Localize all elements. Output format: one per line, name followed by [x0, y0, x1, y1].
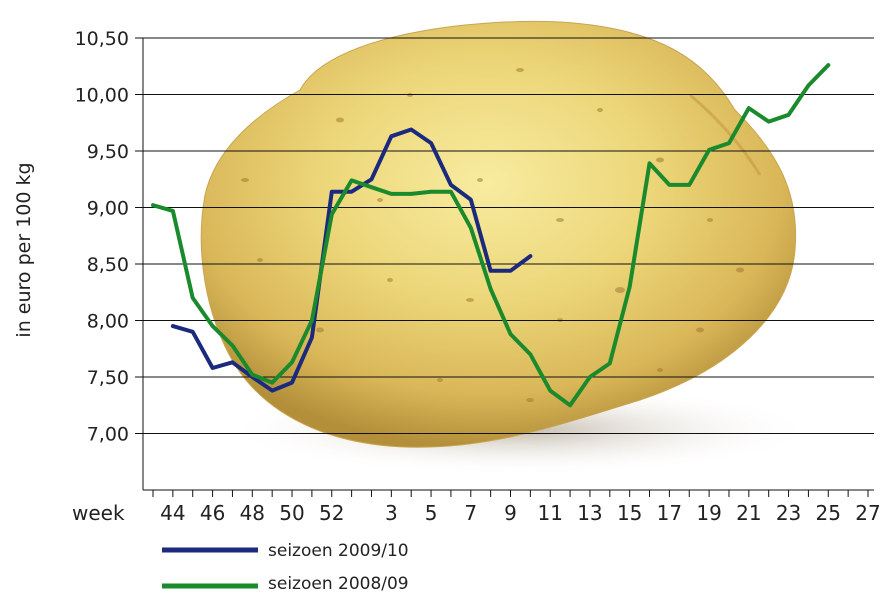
legend: seizoen 2009/10 seizoen 2008/09 [162, 541, 409, 594]
x-tick-label: 48 [240, 501, 265, 525]
x-axis-label: week [72, 501, 125, 525]
y-tick-label: 10,00 [75, 85, 129, 107]
x-tick-label: 21 [736, 501, 761, 525]
series-lines [151, 63, 831, 408]
y-tick-label: 9,00 [87, 198, 129, 220]
y-tick-label: 8,00 [87, 311, 129, 333]
x-tick-label: 17 [657, 501, 682, 525]
y-tick-label: 7,50 [87, 367, 129, 389]
x-tick-label: 5 [425, 501, 438, 525]
y-tick-label: 7,00 [87, 424, 129, 446]
x-tick-label: 46 [200, 501, 225, 525]
x-axis-ticks: 44 46 48 50 52 3 5 7 9 11 13 15 17 19 21 23 25 27 [152, 490, 881, 525]
x-tick-label: 13 [577, 501, 602, 525]
legend-label-2009-10: seizoen 2009/10 [268, 541, 409, 561]
legend-label-2008-09: seizoen 2008/09 [268, 574, 409, 594]
x-tick-label: 11 [537, 501, 562, 525]
potato-background-image [200, 20, 820, 475]
x-tick-label: 25 [816, 501, 841, 525]
y-tick-label: 10,50 [75, 28, 129, 50]
x-tick-label: 3 [385, 501, 398, 525]
x-tick-label: 50 [279, 501, 304, 525]
x-tick-label: 7 [464, 501, 477, 525]
x-tick-label: 52 [319, 501, 344, 525]
series-line-1 [151, 63, 831, 408]
x-tick-label: 19 [696, 501, 721, 525]
y-tick-label: 8,50 [87, 254, 129, 276]
series-line-0 [170, 127, 533, 393]
y-tick-label: 9,50 [87, 141, 129, 163]
x-tick-label: 9 [504, 501, 517, 525]
y-axis-label: in euro per 100 kg [13, 162, 35, 337]
y-axis-ticks: 7,00 7,50 8,00 8,50 9,00 9,50 10,00 10,50 [75, 28, 143, 446]
x-tick-label: 44 [160, 501, 185, 525]
gridlines [143, 37, 874, 434]
x-tick-label: 23 [776, 501, 801, 525]
x-tick-label: 15 [617, 501, 642, 525]
x-tick-label: 27 [855, 501, 880, 525]
